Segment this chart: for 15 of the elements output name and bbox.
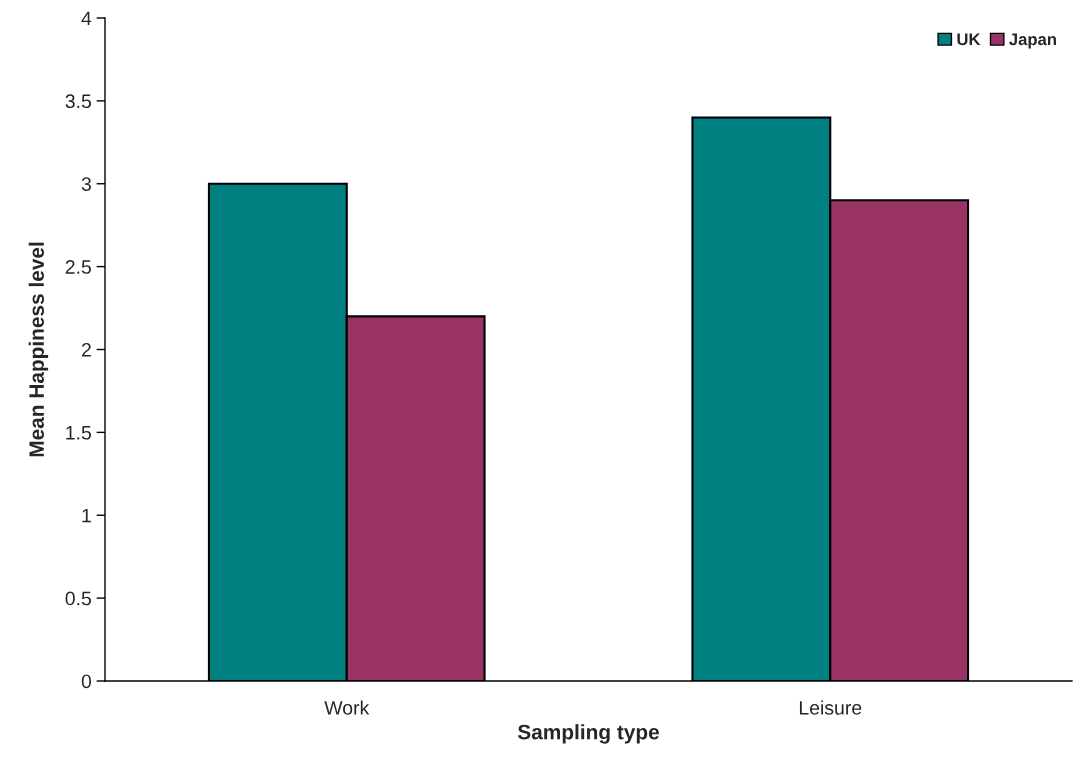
- legend-label: UK: [957, 33, 981, 46]
- y-tick-label: 2.5: [65, 260, 91, 274]
- y-tick-label: 2: [81, 342, 91, 357]
- y-tick-label: 1: [82, 508, 91, 523]
- x-tick-label: Work: [324, 700, 370, 715]
- y-tick-label: 0: [81, 674, 92, 689]
- x-tick-label: Leisure: [799, 700, 862, 715]
- y-tick-label: 4: [81, 11, 92, 26]
- y-tick-label: 1.5: [66, 426, 91, 440]
- legend-label: Japan: [1009, 33, 1056, 49]
- y-axis-title: Mean Happiness level: [28, 242, 49, 457]
- x-axis-title: Sampling type: [517, 724, 659, 744]
- y-tick-label: 0.5: [65, 591, 91, 606]
- y-tick-label: 3: [81, 177, 91, 191]
- y-tick-label: 3.5: [65, 94, 91, 109]
